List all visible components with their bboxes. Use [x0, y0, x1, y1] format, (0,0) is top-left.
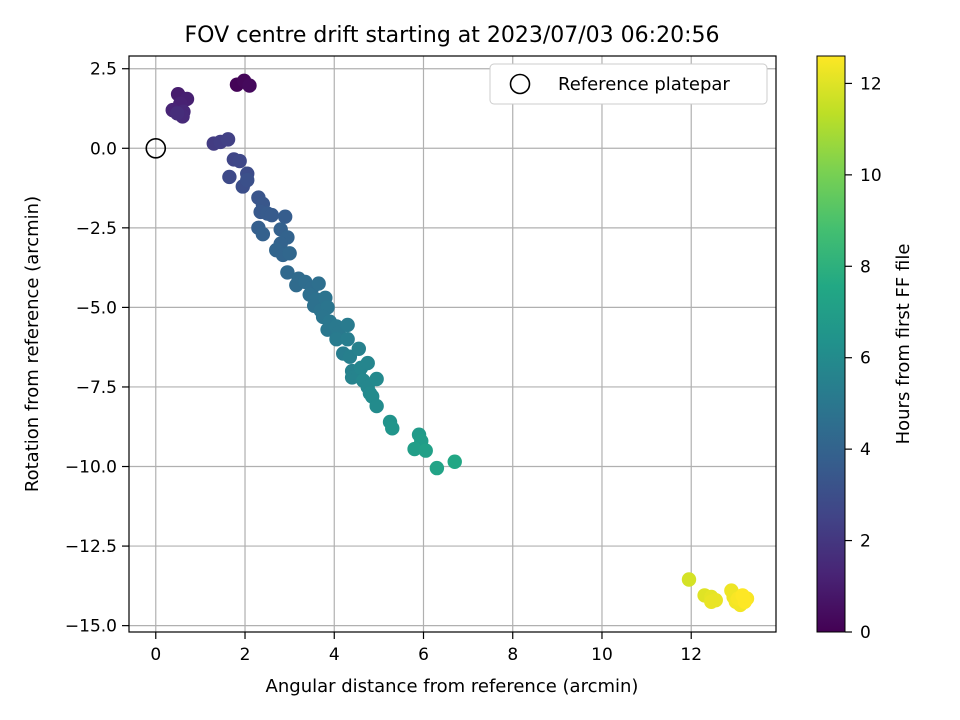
- drift-point: [240, 172, 255, 188]
- y-tick-label: 0.0: [90, 139, 117, 159]
- y-tick-label: −5.0: [76, 298, 117, 318]
- colorbar: 0 2 4 6 8 10 12 Hours from first FF file: [816, 55, 914, 643]
- drift-point: [220, 132, 236, 147]
- drift-point: [169, 106, 185, 121]
- y-tick-label: −7.5: [76, 378, 117, 398]
- y-tick-label: −12.5: [65, 537, 117, 557]
- drift-point: [340, 317, 355, 333]
- plot-frame: [128, 55, 777, 633]
- drift-point: [280, 265, 295, 280]
- drift-point: [277, 209, 293, 224]
- reference-platepar-marker: [145, 137, 167, 159]
- colorbar-tick-label: 4: [860, 440, 871, 460]
- drift-point: [681, 572, 697, 587]
- chart-title: FOV centre drift starting at 2023/07/03 …: [185, 23, 720, 48]
- drift-point: [369, 371, 384, 387]
- drift-point: [407, 441, 422, 457]
- legend-box: [489, 63, 768, 105]
- drift-point: [704, 594, 719, 609]
- legend: Reference platepar: [489, 63, 768, 105]
- x-tick-label: 10: [591, 645, 613, 665]
- drift-point: [340, 332, 355, 347]
- y-tick-label: 2.5: [90, 60, 117, 80]
- y-axis-ticks: 2.5 0.0 −2.5 −5.0 −7.5 −10.0 −12.5 −15.0: [65, 60, 129, 637]
- drift-point: [418, 443, 433, 458]
- colorbar-tick-label: 8: [860, 257, 871, 277]
- colorbar-ticks: 0 2 4 6 8 10 12: [845, 74, 882, 643]
- colorbar-tick-label: 0: [860, 623, 871, 643]
- drift-point: [385, 421, 400, 436]
- y-tick-label: −10.0: [65, 458, 117, 478]
- x-tick-label: 0: [150, 645, 161, 665]
- colorbar-tick-label: 2: [860, 532, 871, 552]
- x-tick-label: 6: [418, 645, 429, 665]
- drift-point: [311, 276, 326, 291]
- colorbar-tick-label: 10: [860, 166, 882, 186]
- y-tick-label: −15.0: [65, 617, 117, 637]
- drift-point: [351, 341, 366, 356]
- legend-reference-label: Reference platepar: [558, 74, 730, 95]
- x-tick-label: 4: [329, 645, 340, 665]
- x-tick-label: 8: [507, 645, 518, 665]
- colorbar-gradient: [817, 56, 845, 632]
- drift-point: [735, 588, 750, 603]
- drift-point: [360, 355, 375, 371]
- drift-point: [242, 78, 257, 93]
- drift-point: [264, 207, 279, 223]
- x-axis-ticks: 0 2 4 6 8 10 12: [150, 632, 702, 665]
- x-axis-label: Angular distance from reference (arcmin): [266, 676, 639, 697]
- colorbar-label: Hours from first FF file: [893, 244, 914, 445]
- drift-point: [232, 153, 247, 169]
- x-tick-label: 12: [680, 645, 702, 665]
- drift-point: [282, 246, 297, 261]
- drift-point: [429, 460, 445, 476]
- drift-point: [369, 398, 384, 414]
- y-axis-label: Rotation from reference (arcmin): [22, 196, 43, 492]
- legend-reference-marker: [509, 73, 531, 95]
- colorbar-tick-label: 12: [860, 74, 882, 94]
- drift-point: [222, 169, 237, 185]
- drift-point: [255, 227, 271, 242]
- colorbar-frame: [816, 55, 846, 633]
- drift-point: [447, 454, 462, 469]
- scatter-points: [165, 73, 755, 613]
- x-tick-label: 2: [240, 645, 251, 665]
- colorbar-tick-label: 6: [860, 349, 871, 369]
- y-tick-label: −2.5: [76, 219, 117, 239]
- drift-point: [329, 332, 344, 347]
